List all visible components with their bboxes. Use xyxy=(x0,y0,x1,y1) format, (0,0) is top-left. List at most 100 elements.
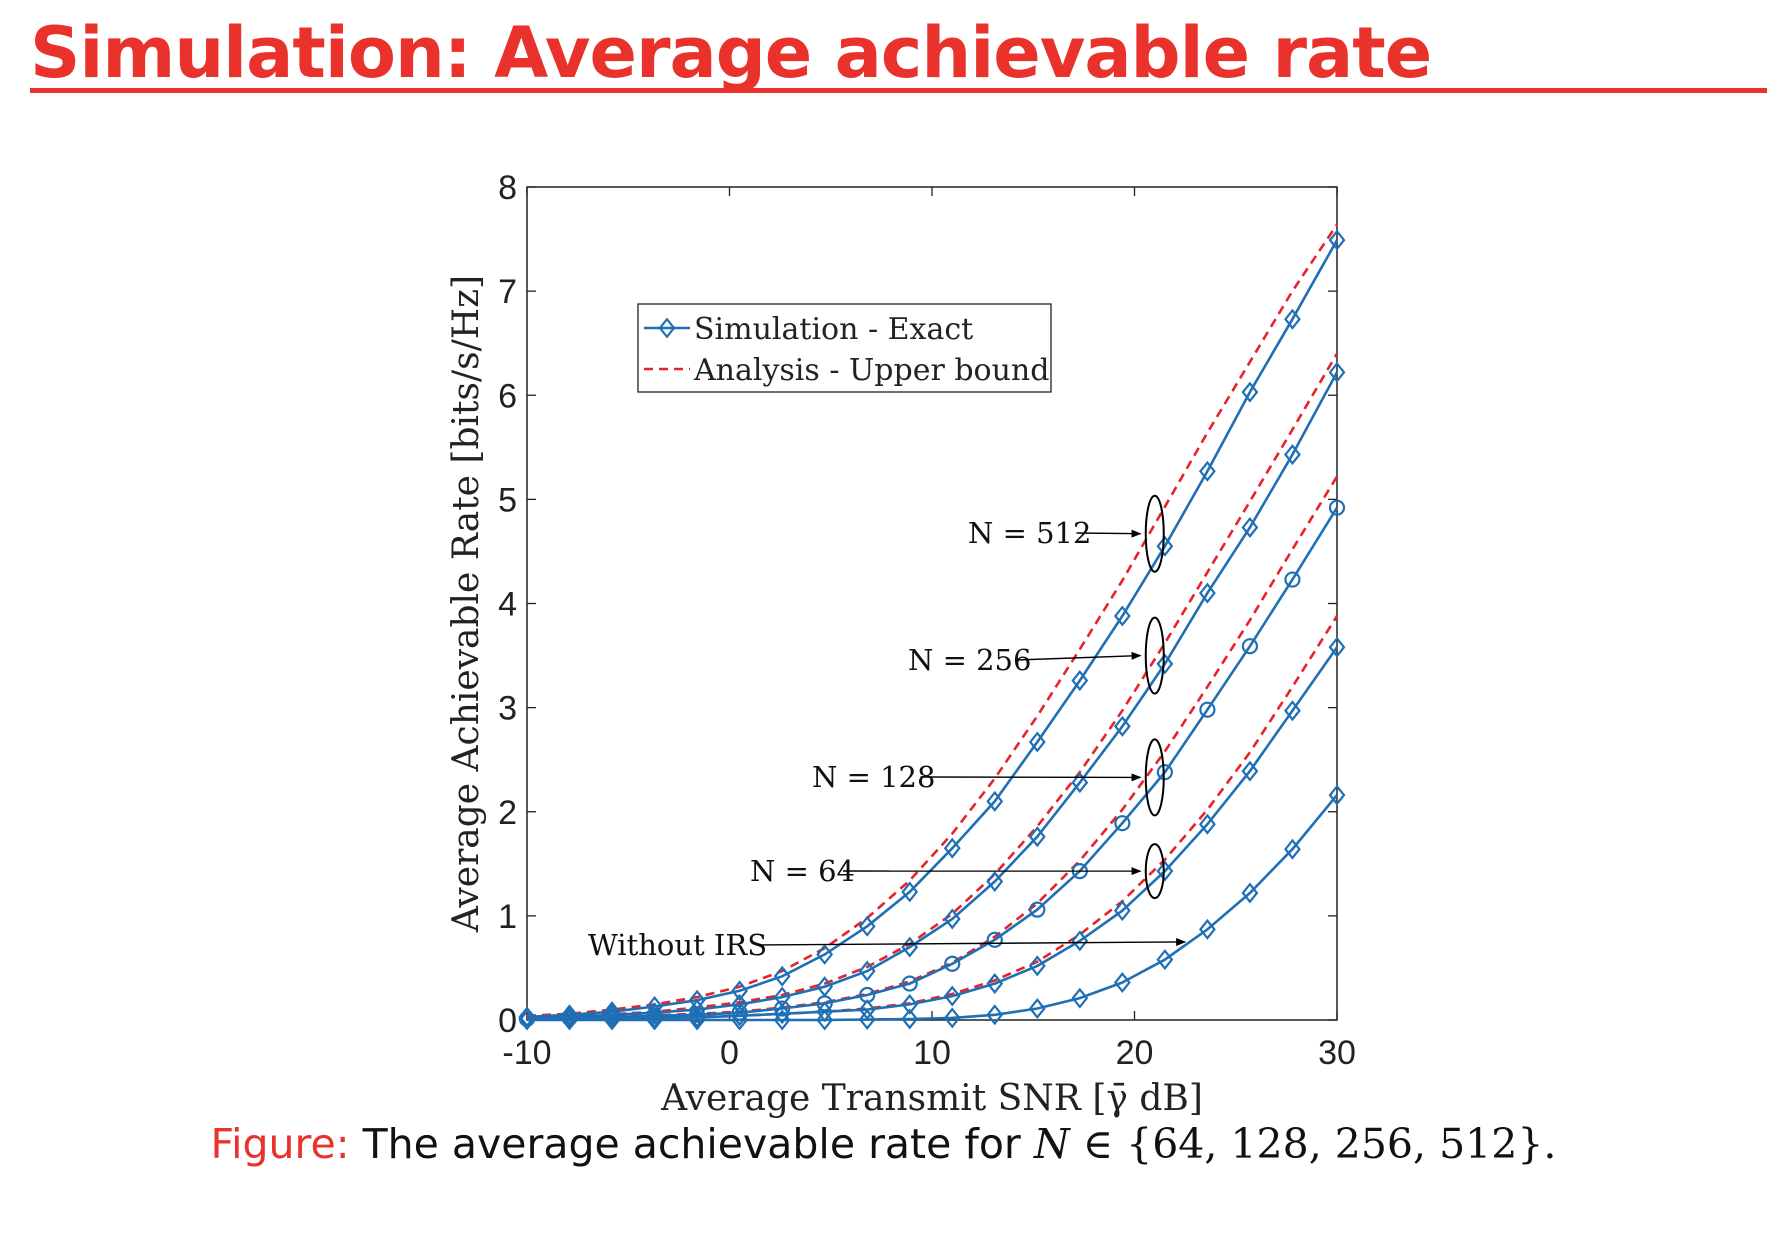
data-point xyxy=(688,1006,706,1028)
legend: Simulation - Exact Analysis - Upper bound xyxy=(637,303,1052,393)
simulation-series xyxy=(518,784,1346,1031)
annotation-arrow xyxy=(1016,651,1142,661)
y-tick-label: 0 xyxy=(498,1002,517,1040)
data-point xyxy=(1071,987,1089,1009)
data-point xyxy=(1198,460,1216,482)
data-point xyxy=(901,881,919,903)
data-point xyxy=(1071,670,1089,692)
simulation-series xyxy=(518,229,1346,1028)
caption-math-var: N xyxy=(1033,1120,1070,1168)
data-point xyxy=(986,973,1004,995)
x-tick-label: 20 xyxy=(1116,1034,1154,1072)
data-point xyxy=(901,1008,919,1030)
data-point xyxy=(688,1009,706,1031)
data-point xyxy=(986,931,1003,948)
data-point xyxy=(1028,826,1046,848)
annotation: N = 64 xyxy=(750,843,1165,900)
data-point xyxy=(1028,955,1046,977)
data-point xyxy=(561,1009,578,1031)
data-point xyxy=(1284,700,1301,722)
data-point xyxy=(858,960,876,982)
annotation-arrow xyxy=(758,937,1187,946)
data-point xyxy=(1113,900,1131,922)
data-point xyxy=(1198,813,1216,835)
data-point xyxy=(1241,638,1259,655)
data-point xyxy=(1328,499,1346,516)
data-point xyxy=(816,943,834,965)
data-point xyxy=(1241,882,1259,904)
slide-title: Simulation: Average achievable rate xyxy=(30,12,1432,94)
annotation-label: Without IRS xyxy=(588,928,767,962)
data-point xyxy=(1156,653,1174,675)
analysis-line xyxy=(526,352,1339,1020)
analysis-line xyxy=(526,475,1339,1021)
annotation-label: N = 64 xyxy=(750,854,855,888)
data-point xyxy=(1198,582,1216,604)
analysis-line xyxy=(526,223,1339,1018)
annotation-label: N = 256 xyxy=(908,643,1031,677)
x-tick-label: 0 xyxy=(720,1034,739,1072)
annotation-ellipse xyxy=(1144,843,1165,900)
data-point xyxy=(1241,760,1259,782)
data-point xyxy=(1113,715,1131,737)
data-point xyxy=(1284,308,1301,330)
annotation-ellipse xyxy=(1144,738,1165,817)
data-point xyxy=(944,955,961,972)
data-point xyxy=(773,1003,791,1025)
annotation: N = 128 xyxy=(812,738,1165,817)
data-point xyxy=(986,1004,1004,1026)
data-point xyxy=(816,1009,834,1031)
data-point xyxy=(1071,930,1089,952)
annotation-arrow xyxy=(1076,529,1142,538)
x-tick-label: 30 xyxy=(1318,1034,1356,1072)
data-point xyxy=(1328,361,1346,383)
data-point xyxy=(1241,516,1259,538)
data-point xyxy=(773,965,791,987)
data-point xyxy=(1113,972,1131,994)
annotation-ellipse xyxy=(1144,494,1165,573)
data-point xyxy=(1284,838,1301,860)
data-point xyxy=(1028,998,1046,1020)
y-tick-label: 4 xyxy=(498,586,517,624)
data-point xyxy=(943,985,961,1007)
data-point xyxy=(773,1009,791,1031)
data-point xyxy=(943,908,961,930)
legend-label: Simulation - Exact xyxy=(694,312,973,347)
data-point xyxy=(774,1000,791,1017)
data-point xyxy=(858,1008,876,1030)
y-tick-label: 6 xyxy=(498,377,517,415)
analysis-line xyxy=(526,615,1339,1021)
annotation: Without IRS xyxy=(588,928,1187,962)
data-point xyxy=(986,790,1004,812)
y-tick-label: 1 xyxy=(498,898,517,936)
data-point xyxy=(1156,535,1174,557)
y-tick-label: 7 xyxy=(498,273,517,311)
y-tick-label: 5 xyxy=(498,481,517,519)
caption-math-set: ∈ {64, 128, 256, 512}. xyxy=(1082,1120,1557,1168)
data-point xyxy=(986,871,1004,893)
x-tick-label: -10 xyxy=(502,1034,551,1072)
data-point xyxy=(731,1005,749,1027)
data-point xyxy=(1284,444,1301,466)
legend-box xyxy=(637,303,1052,393)
caption-text: The average achievable rate for xyxy=(362,1120,1021,1168)
data-point xyxy=(518,1009,536,1031)
data-point xyxy=(1156,860,1174,882)
data-point xyxy=(1199,701,1216,718)
data-point xyxy=(1029,901,1046,918)
y-axis-label: Average Achievable Rate [bits/s/Hz] xyxy=(446,275,487,933)
annotation: N = 256 xyxy=(908,616,1165,695)
data-point xyxy=(1071,772,1089,794)
data-point xyxy=(1284,571,1301,588)
annotation-ellipse xyxy=(1144,616,1165,695)
data-point xyxy=(1328,784,1346,806)
y-tick-label: 3 xyxy=(498,690,517,728)
data-point xyxy=(1028,731,1046,753)
data-point xyxy=(1156,949,1174,971)
data-point xyxy=(901,975,918,992)
legend-marker xyxy=(658,317,676,339)
data-point xyxy=(603,1009,621,1031)
data-point xyxy=(858,915,876,937)
data-point xyxy=(901,993,919,1015)
